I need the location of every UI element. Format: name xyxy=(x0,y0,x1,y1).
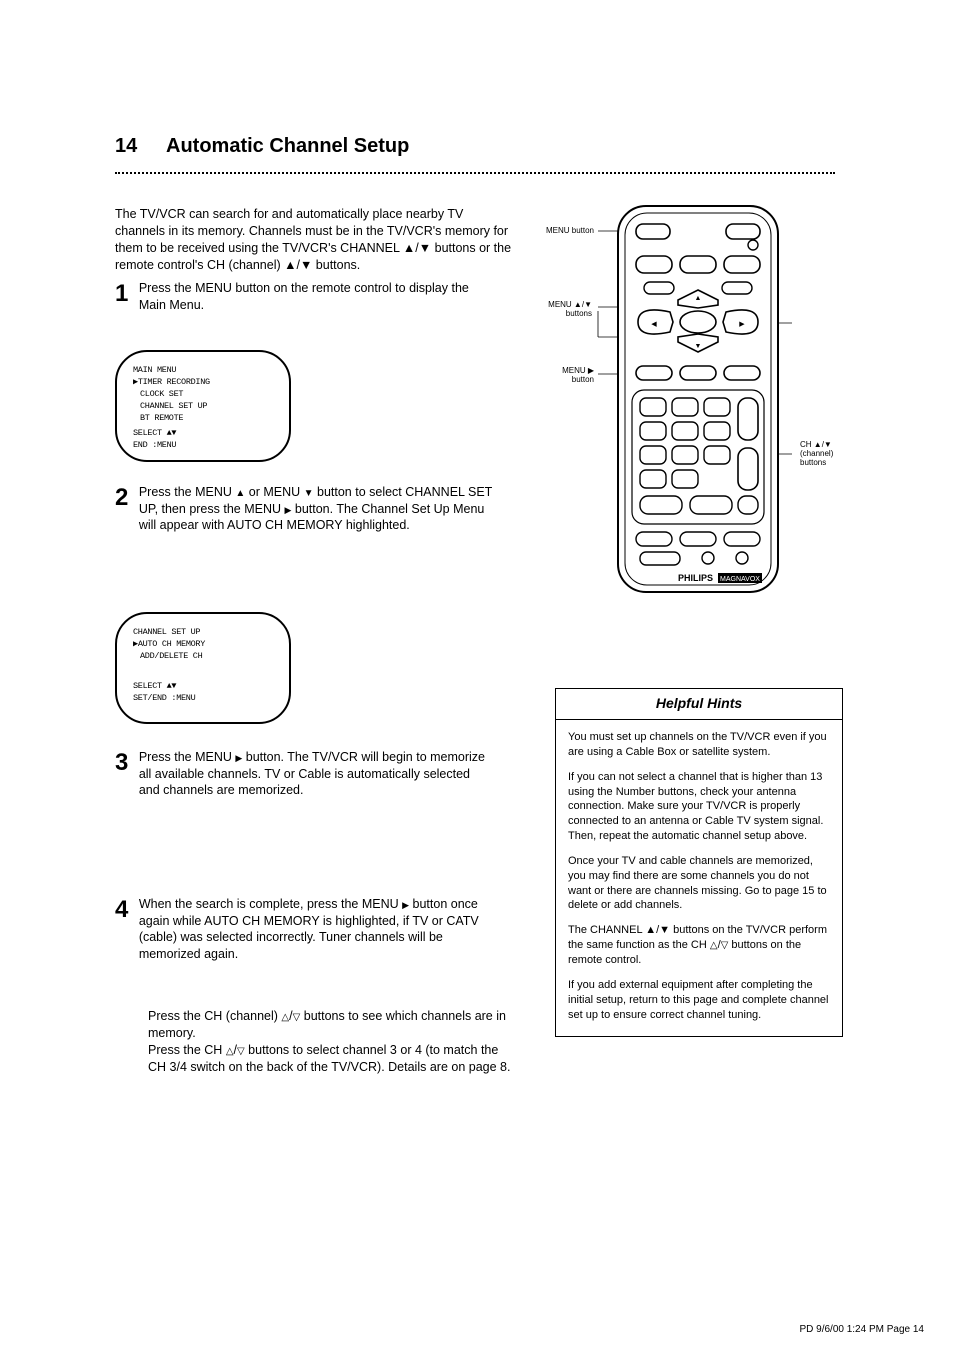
intro-text: The TV/VCR can search for and automatica… xyxy=(115,206,515,274)
screen1-content: MAIN MENU ▶TIMER RECORDING CLOCK SET CHA… xyxy=(117,352,289,465)
menu-screen-1: MAIN MENU ▶TIMER RECORDING CLOCK SET CHA… xyxy=(115,350,291,462)
s1-l3: CLOCK SET xyxy=(133,389,273,401)
up-icon xyxy=(235,485,245,499)
step4-note-b: Press the CH / buttons to select channel… xyxy=(148,1042,518,1075)
up-outline-icon xyxy=(226,1043,234,1057)
label-ch: CH ▲/▼ (channel) buttons xyxy=(800,440,860,467)
page-title: Automatic Channel Setup xyxy=(166,135,409,158)
step-1: 1 Press the MENU button on the remote co… xyxy=(115,280,494,313)
s1-l5: BT REMOTE xyxy=(133,413,273,425)
step-3-text: Press the MENU button. The TV/VCR will b… xyxy=(139,749,494,799)
step4-a: When the search is complete, press the M… xyxy=(139,897,402,911)
step-4: 4 When the search is complete, press the… xyxy=(115,896,494,963)
brand-magnavox: MAGNAVOX xyxy=(720,576,760,583)
footer-meta: PD 9/6/00 1:24 PM Page 14 xyxy=(799,1324,924,1335)
s2-l5: SET/END :MENU xyxy=(133,693,273,705)
s2-l2: ▶AUTO CH MEMORY xyxy=(133,639,273,651)
up-outline-icon xyxy=(281,1009,289,1023)
s1-l6: SELECT ▲▼ xyxy=(133,428,273,440)
s1-l7: END :MENU xyxy=(133,440,273,452)
step2-b: or MENU xyxy=(245,485,303,499)
s1-l2: ▶TIMER RECORDING xyxy=(133,377,273,389)
divider xyxy=(115,172,835,174)
helpful-hints-box: Helpful Hints You must set up channels o… xyxy=(555,688,843,1037)
hint-1: You must set up channels on the TV/VCR e… xyxy=(568,730,830,760)
step-num-4: 4 xyxy=(115,896,128,924)
step-1-text: Press the MENU button on the remote cont… xyxy=(139,280,494,313)
svg-text:▼: ▼ xyxy=(695,343,702,350)
brand-philips: PHILIPS xyxy=(678,573,713,583)
step-num-2: 2 xyxy=(115,484,128,512)
step2-a: Press the MENU xyxy=(139,485,236,499)
up-outline-icon xyxy=(710,939,718,951)
step-2-text: Press the MENU or MENU button to select … xyxy=(139,484,494,534)
step-2: 2 Press the MENU or MENU button to selec… xyxy=(115,484,494,534)
hint-4: The CHANNEL ▲/▼ buttons on the TV/VCR pe… xyxy=(568,923,830,968)
step-3: 3 Press the MENU button. The TV/VCR will… xyxy=(115,749,494,799)
svg-text:▶: ▶ xyxy=(739,321,745,328)
s2-l1: CHANNEL SET UP xyxy=(133,627,273,639)
menu-screen-2: CHANNEL SET UP ▶AUTO CH MEMORY ADD/DELET… xyxy=(115,612,291,724)
screen2-content: CHANNEL SET UP ▶AUTO CH MEMORY ADD/DELET… xyxy=(117,614,289,717)
hint-2: If you can not select a channel that is … xyxy=(568,770,830,844)
page-number: 14 xyxy=(115,135,137,158)
step-4-text: When the search is complete, press the M… xyxy=(139,896,494,963)
s2-l4: SELECT ▲▼ xyxy=(133,681,273,693)
right-icon xyxy=(402,897,409,911)
svg-text:◀: ◀ xyxy=(651,321,657,328)
down-icon xyxy=(304,485,314,499)
remote-control: ▲ ▼ ◀ ▶ PHILIPS MAGNAVOX xyxy=(578,200,798,605)
s2-l3: ADD/DELETE CH xyxy=(133,651,273,663)
hint-5: If you add external equipment after comp… xyxy=(568,978,830,1023)
s1-l1: MAIN MENU xyxy=(133,365,273,377)
helpful-hints-title: Helpful Hints xyxy=(556,689,842,720)
svg-text:▲: ▲ xyxy=(695,295,702,302)
down-outline-icon xyxy=(721,939,729,951)
down-outline-icon xyxy=(293,1009,301,1023)
step-num-3: 3 xyxy=(115,749,128,777)
hint-3: Once your TV and cable channels are memo… xyxy=(568,854,830,913)
step4-note-a: Press the CH (channel) / buttons to see … xyxy=(148,1008,518,1041)
step3-a: Press the MENU xyxy=(139,750,236,764)
down-outline-icon xyxy=(237,1043,245,1057)
s1-l4: CHANNEL SET UP xyxy=(133,401,273,413)
step-num-1: 1 xyxy=(115,280,128,308)
